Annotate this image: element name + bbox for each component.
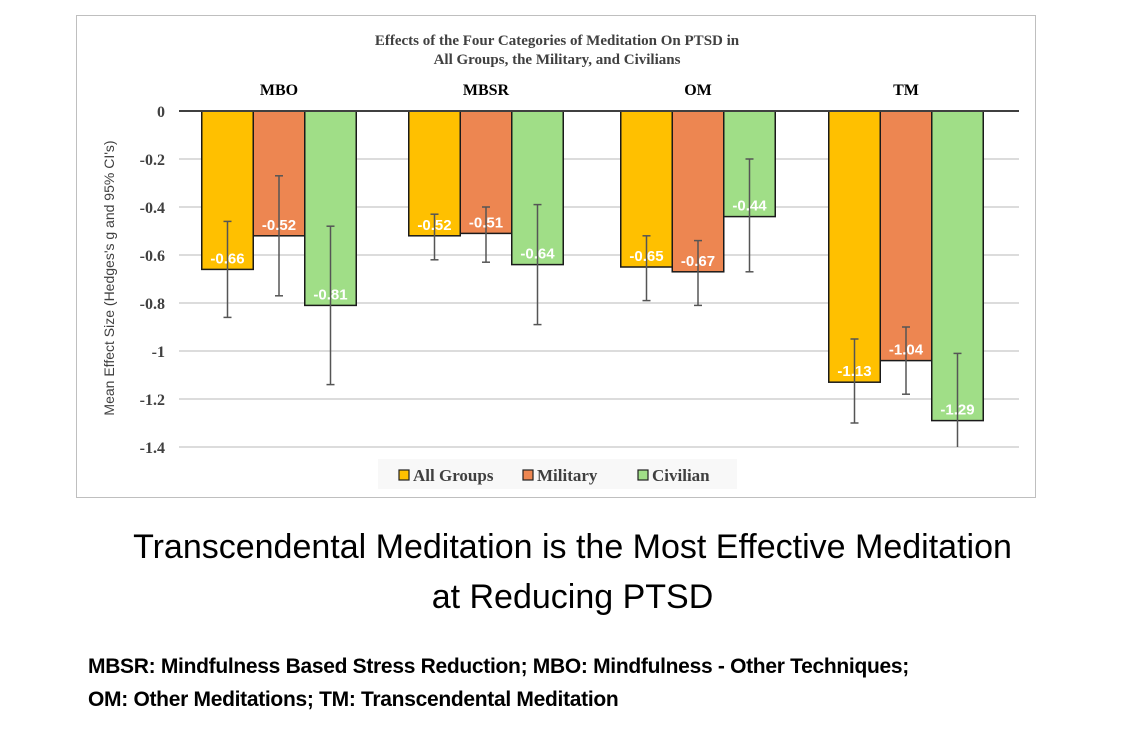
y-tick-label: -0.2 [140, 152, 165, 169]
data-label: -0.51 [469, 214, 503, 231]
y-tick-label: -0.8 [140, 296, 165, 313]
y-tick-label: -0.4 [140, 200, 165, 217]
bar-chart: Effects of the Four Categories of Medita… [101, 33, 1019, 489]
y-axis-label: Mean Effect Size (Hedges's g and 95% CI'… [101, 140, 117, 415]
data-label: -0.66 [210, 250, 244, 267]
headline: Transcendental Meditation is the Most Ef… [0, 522, 1145, 622]
data-labels: -0.66 -0.52 -0.81 -0.52 -0.51 -0.64 -0.65 -0.67… [210, 198, 974, 419]
chart-title-line-2: All Groups, the Military, and Civilians [434, 52, 681, 68]
data-label: -0.64 [520, 246, 555, 263]
legend-swatch-civilian [637, 469, 649, 481]
data-label: -1.13 [837, 363, 871, 380]
legend-swatch-military [522, 469, 534, 481]
headline-line-2: at Reducing PTSD [431, 578, 714, 616]
chart-container: Effects of the Four Categories of Medita… [76, 15, 1036, 498]
legend-background [378, 459, 737, 489]
data-label: -0.44 [732, 198, 767, 215]
legend-swatch-all-groups [398, 469, 410, 481]
data-label: -0.52 [262, 217, 296, 234]
legend-label-civilian: Civilian [652, 466, 710, 485]
category-label-tm: TM [893, 82, 919, 99]
y-tick-label: -1.2 [140, 392, 165, 409]
data-label: -0.52 [417, 217, 451, 234]
data-label: -1.29 [940, 402, 974, 419]
legend-label-military: Military [537, 466, 598, 485]
headline-line-1: Transcendental Meditation is the Most Ef… [133, 528, 1012, 566]
category-label-om: OM [684, 82, 712, 99]
bar-military-tm [879, 110, 933, 362]
category-label-mbsr: MBSR [463, 82, 510, 99]
abbreviation-footnote: MBSR: Mindfulness Based Stress Reduction… [88, 650, 909, 716]
legend-label-all-groups: All Groups [413, 466, 494, 485]
error-bars [223, 158, 962, 447]
data-label: -0.67 [681, 253, 715, 270]
y-tick-label: -1 [152, 344, 165, 361]
y-axis-ticks: 0 -0.2 -0.4 -0.6 -0.8 -1 -1.2 -1.4 [140, 104, 165, 457]
footnote-line-2: OM: Other Meditations; TM: Transcendenta… [88, 688, 619, 711]
y-tick-label: -1.4 [140, 440, 165, 457]
category-labels: MBO MBSR OM TM [260, 82, 919, 99]
chart-title-line-1: Effects of the Four Categories of Medita… [375, 33, 740, 49]
data-label: -0.81 [313, 286, 347, 303]
legend: All Groups Military Civilian [398, 466, 710, 485]
footnote-line-1: MBSR: Mindfulness Based Stress Reduction… [88, 655, 909, 678]
y-tick-label: -0.6 [140, 248, 165, 265]
category-label-mbo: MBO [260, 82, 298, 99]
y-tick-label: 0 [157, 104, 165, 121]
data-label: -0.65 [629, 248, 663, 265]
data-label: -1.04 [889, 342, 924, 359]
